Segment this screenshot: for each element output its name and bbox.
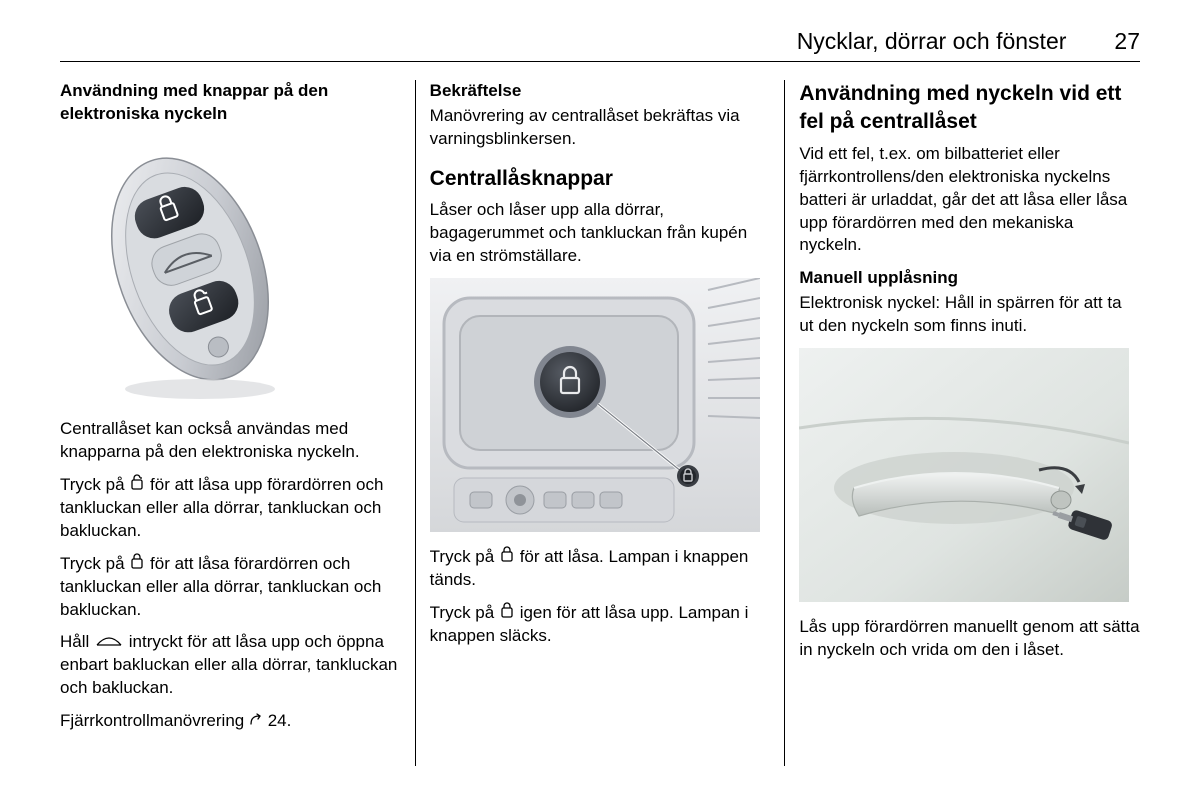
col1-p2a: Tryck på bbox=[60, 475, 129, 494]
col1-subhead: Användning med knappar på den elektronis… bbox=[60, 80, 401, 126]
dashboard-figure bbox=[430, 278, 771, 532]
col1-p3a: Tryck på bbox=[60, 554, 129, 573]
col1-p4: Håll intryckt för att låsa upp och öppna… bbox=[60, 631, 401, 700]
col2-p3: Tryck på för att låsa. Lampan i knappen … bbox=[430, 546, 771, 592]
reference-arrow-icon bbox=[249, 710, 263, 733]
col1-p5b: 24. bbox=[268, 711, 292, 730]
lock-icon bbox=[130, 553, 144, 576]
column-1: Användning med knappar på den elektronis… bbox=[60, 80, 416, 766]
page-header: Nycklar, dörrar och fönster 27 bbox=[60, 28, 1140, 62]
key-fob-illustration bbox=[60, 134, 320, 404]
col1-p4a: Håll bbox=[60, 632, 94, 651]
col2-p2: Låser och låser upp alla dörrar, bagager… bbox=[430, 199, 771, 268]
key-fob-figure bbox=[60, 134, 401, 404]
col2-p1: Manövrering av centrallåset bekräf­tas v… bbox=[430, 105, 771, 151]
col3-section-head: Användning med nyckeln vid ett fel på ce… bbox=[799, 80, 1140, 137]
door-handle-figure bbox=[799, 348, 1140, 602]
dashboard-illustration bbox=[430, 278, 760, 532]
col2-section-head: Centrallåsknappar bbox=[430, 165, 771, 193]
col1-p3: Tryck på för att låsa förardörren och ta… bbox=[60, 553, 401, 622]
tailgate-icon bbox=[95, 632, 123, 655]
col3-sub2: Manuell upplåsning bbox=[799, 267, 1140, 290]
col2-p4a: Tryck på bbox=[430, 603, 499, 622]
col2-p3a: Tryck på bbox=[430, 547, 499, 566]
col1-p1: Centrallåset kan också användas med knap… bbox=[60, 418, 401, 464]
page-number: 27 bbox=[1114, 28, 1140, 55]
col1-p2: Tryck på för att låsa upp förardörren oc… bbox=[60, 474, 401, 543]
door-handle-illustration bbox=[799, 348, 1129, 602]
col1-p5: Fjärrkontrollmanövrering 24. bbox=[60, 710, 401, 733]
col2-p4: Tryck på igen för att låsa upp. Lampan i… bbox=[430, 602, 771, 648]
unlock-icon bbox=[130, 474, 144, 497]
content-columns: Användning med knappar på den elektronis… bbox=[60, 80, 1140, 766]
col3-p2: Elektronisk nyckel: Håll in spärren för … bbox=[799, 292, 1140, 338]
col1-p5a: Fjärrkontrollmanövrering bbox=[60, 711, 249, 730]
header-title: Nycklar, dörrar och fönster bbox=[797, 28, 1067, 55]
col2-sub1: Bekräftelse bbox=[430, 80, 771, 103]
lock-icon bbox=[500, 546, 514, 569]
col3-p1: Vid ett fel, t.ex. om bilbatteriet eller… bbox=[799, 143, 1140, 258]
lock-icon bbox=[500, 602, 514, 625]
column-2: Bekräftelse Manövrering av centrallåset … bbox=[416, 80, 786, 766]
col3-p3: Lås upp förardörren manuellt genom att s… bbox=[799, 616, 1140, 662]
column-3: Användning med nyckeln vid ett fel på ce… bbox=[785, 80, 1140, 766]
